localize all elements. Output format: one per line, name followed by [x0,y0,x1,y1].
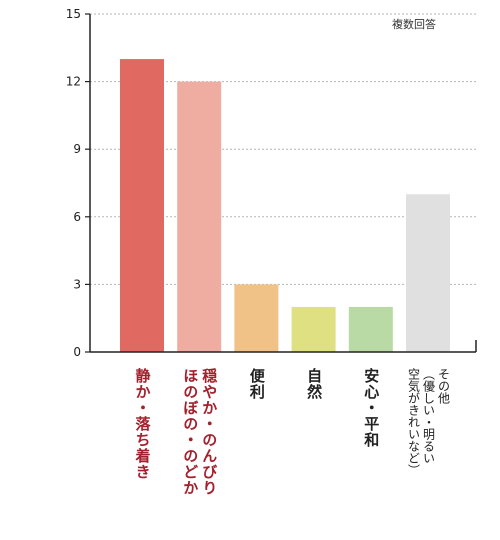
y-tick-label: 12 [66,75,81,89]
y-ticks: 0 3 6 9 12 15 [66,7,90,359]
y-tick-label: 3 [73,277,81,291]
bar [120,59,164,353]
y-tick-label: 6 [73,210,81,224]
y-tick-label: 0 [73,345,81,359]
bar [291,306,336,352]
axes [89,14,477,353]
x-tick-label: 便利 [247,368,266,400]
x-tick-label: 安心・平和 [362,368,381,448]
x-tick-label: 穏やか・のんびり ほのぼの・のどか [181,368,219,496]
bars [120,59,450,353]
y-tick-label: 15 [66,7,81,21]
y-tick-label: 9 [73,142,81,156]
bar [177,81,222,352]
bar [348,306,393,352]
multiple-answer-note: 複数回答 [392,17,436,31]
x-tick-label: その他 （優しい・明るい 空気がきれいなど） [406,368,451,476]
bar [406,194,450,352]
bar [234,284,279,352]
x-tick-label: 自然 [305,368,324,400]
x-tick-label: 静か・落ち着き [133,368,152,480]
